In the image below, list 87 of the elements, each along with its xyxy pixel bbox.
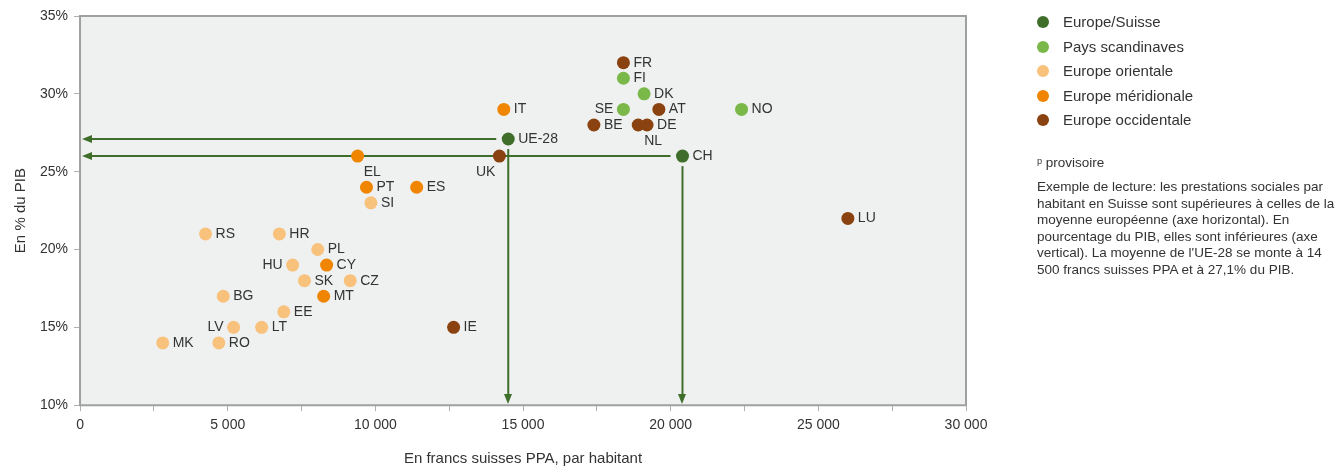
y-tick-label: 10% (39, 396, 69, 413)
annotation: PL (327, 240, 346, 257)
point (640, 118, 654, 132)
point (216, 289, 230, 303)
point (255, 320, 269, 334)
y-axis-title: En % du PIB (11, 168, 29, 254)
annotation: BE (603, 115, 623, 132)
annotation: LT (271, 318, 288, 335)
y-tick-label: 30% (39, 84, 69, 101)
annotation: RS (215, 224, 235, 241)
legend-label: Europe occidentale (1063, 111, 1192, 129)
text: ᵖ provisoire (1037, 154, 1106, 171)
x-tick-label: 10 000 (353, 416, 397, 433)
point (317, 289, 331, 303)
text: Exemple de lecture: les prestations sociales par habitant en Suisse sont supérieures à celles de la moyenne européenne (axe horizontal). En pourcentage du PIB, elles sont inférieures (axe vertical). La moyenne de l'UE-28 se monte à 14 500 francs suisses PPA et à 27,1% du PIB. (1037, 179, 1336, 278)
annotation: LV (207, 318, 225, 335)
annotation: FI (633, 69, 646, 86)
annotation: IE (463, 318, 477, 335)
annotation: DK (654, 84, 675, 101)
point (587, 118, 601, 132)
x-axis-title: En francs suisses PPA, par habitant (403, 449, 643, 467)
annotation: NO (751, 100, 773, 117)
point (841, 211, 855, 225)
annotation: FR (633, 53, 653, 70)
point (616, 56, 630, 70)
point (343, 274, 357, 288)
x-tick-label: 30 000 (944, 416, 988, 433)
annotation: SI (380, 193, 395, 210)
x-tick-label: 5 000 (210, 416, 246, 433)
annotation: RO (228, 333, 250, 350)
point (364, 196, 378, 210)
legend-label: Pays scandinaves (1063, 37, 1184, 55)
annotation: SE (594, 100, 614, 117)
annotation: NL (644, 131, 663, 148)
annotation: MK (172, 333, 195, 350)
annotation: CY (336, 255, 357, 272)
point (616, 102, 630, 116)
annotation: MT (333, 287, 355, 304)
legend-label: Europe/Suisse (1063, 13, 1161, 31)
annotation: SK (314, 271, 334, 288)
point (735, 102, 749, 116)
annotation: ES (426, 178, 446, 195)
point (351, 149, 365, 163)
point (410, 180, 424, 194)
annotation: IT (513, 100, 527, 117)
annotation: BG (233, 287, 254, 304)
point (447, 320, 461, 334)
legend-label: Europe orientale (1063, 62, 1174, 80)
x-tick-label: 0 (76, 416, 85, 433)
point (311, 243, 325, 257)
annotation: CZ (360, 271, 380, 288)
y-tick-label: 35% (39, 6, 69, 23)
annotation: HR (289, 224, 310, 241)
point (286, 258, 300, 272)
point (359, 180, 373, 194)
point (199, 227, 213, 241)
point (501, 132, 515, 146)
annotation: DE (657, 115, 677, 132)
annotation: LU (857, 209, 876, 226)
annotation: UE-28 (518, 129, 559, 146)
point (320, 258, 334, 272)
x-tick-label: 15 000 (501, 416, 545, 433)
point (637, 87, 651, 101)
legend-label: Europe méridionale (1063, 86, 1194, 104)
point (675, 149, 689, 163)
annotation: HU (262, 255, 283, 272)
x-tick-label: 20 000 (649, 416, 693, 433)
point (272, 227, 286, 241)
annotation: EE (293, 302, 313, 319)
annotation: AT (668, 100, 687, 117)
annotation: CH (692, 146, 713, 163)
point (616, 71, 630, 85)
y-tick-label: 25% (39, 162, 69, 179)
point (652, 102, 666, 116)
point (297, 274, 311, 288)
y-tick-label: 15% (39, 318, 69, 335)
annotation: UK (475, 162, 497, 179)
annotation: PT (376, 178, 395, 195)
point (227, 320, 241, 334)
x-tick-label: 25 000 (796, 416, 840, 433)
point (497, 102, 511, 116)
point (492, 149, 506, 163)
annotation: EL (363, 162, 381, 179)
y-tick-label: 20% (39, 240, 69, 257)
point (277, 305, 291, 319)
point (212, 336, 226, 350)
point (156, 336, 170, 350)
